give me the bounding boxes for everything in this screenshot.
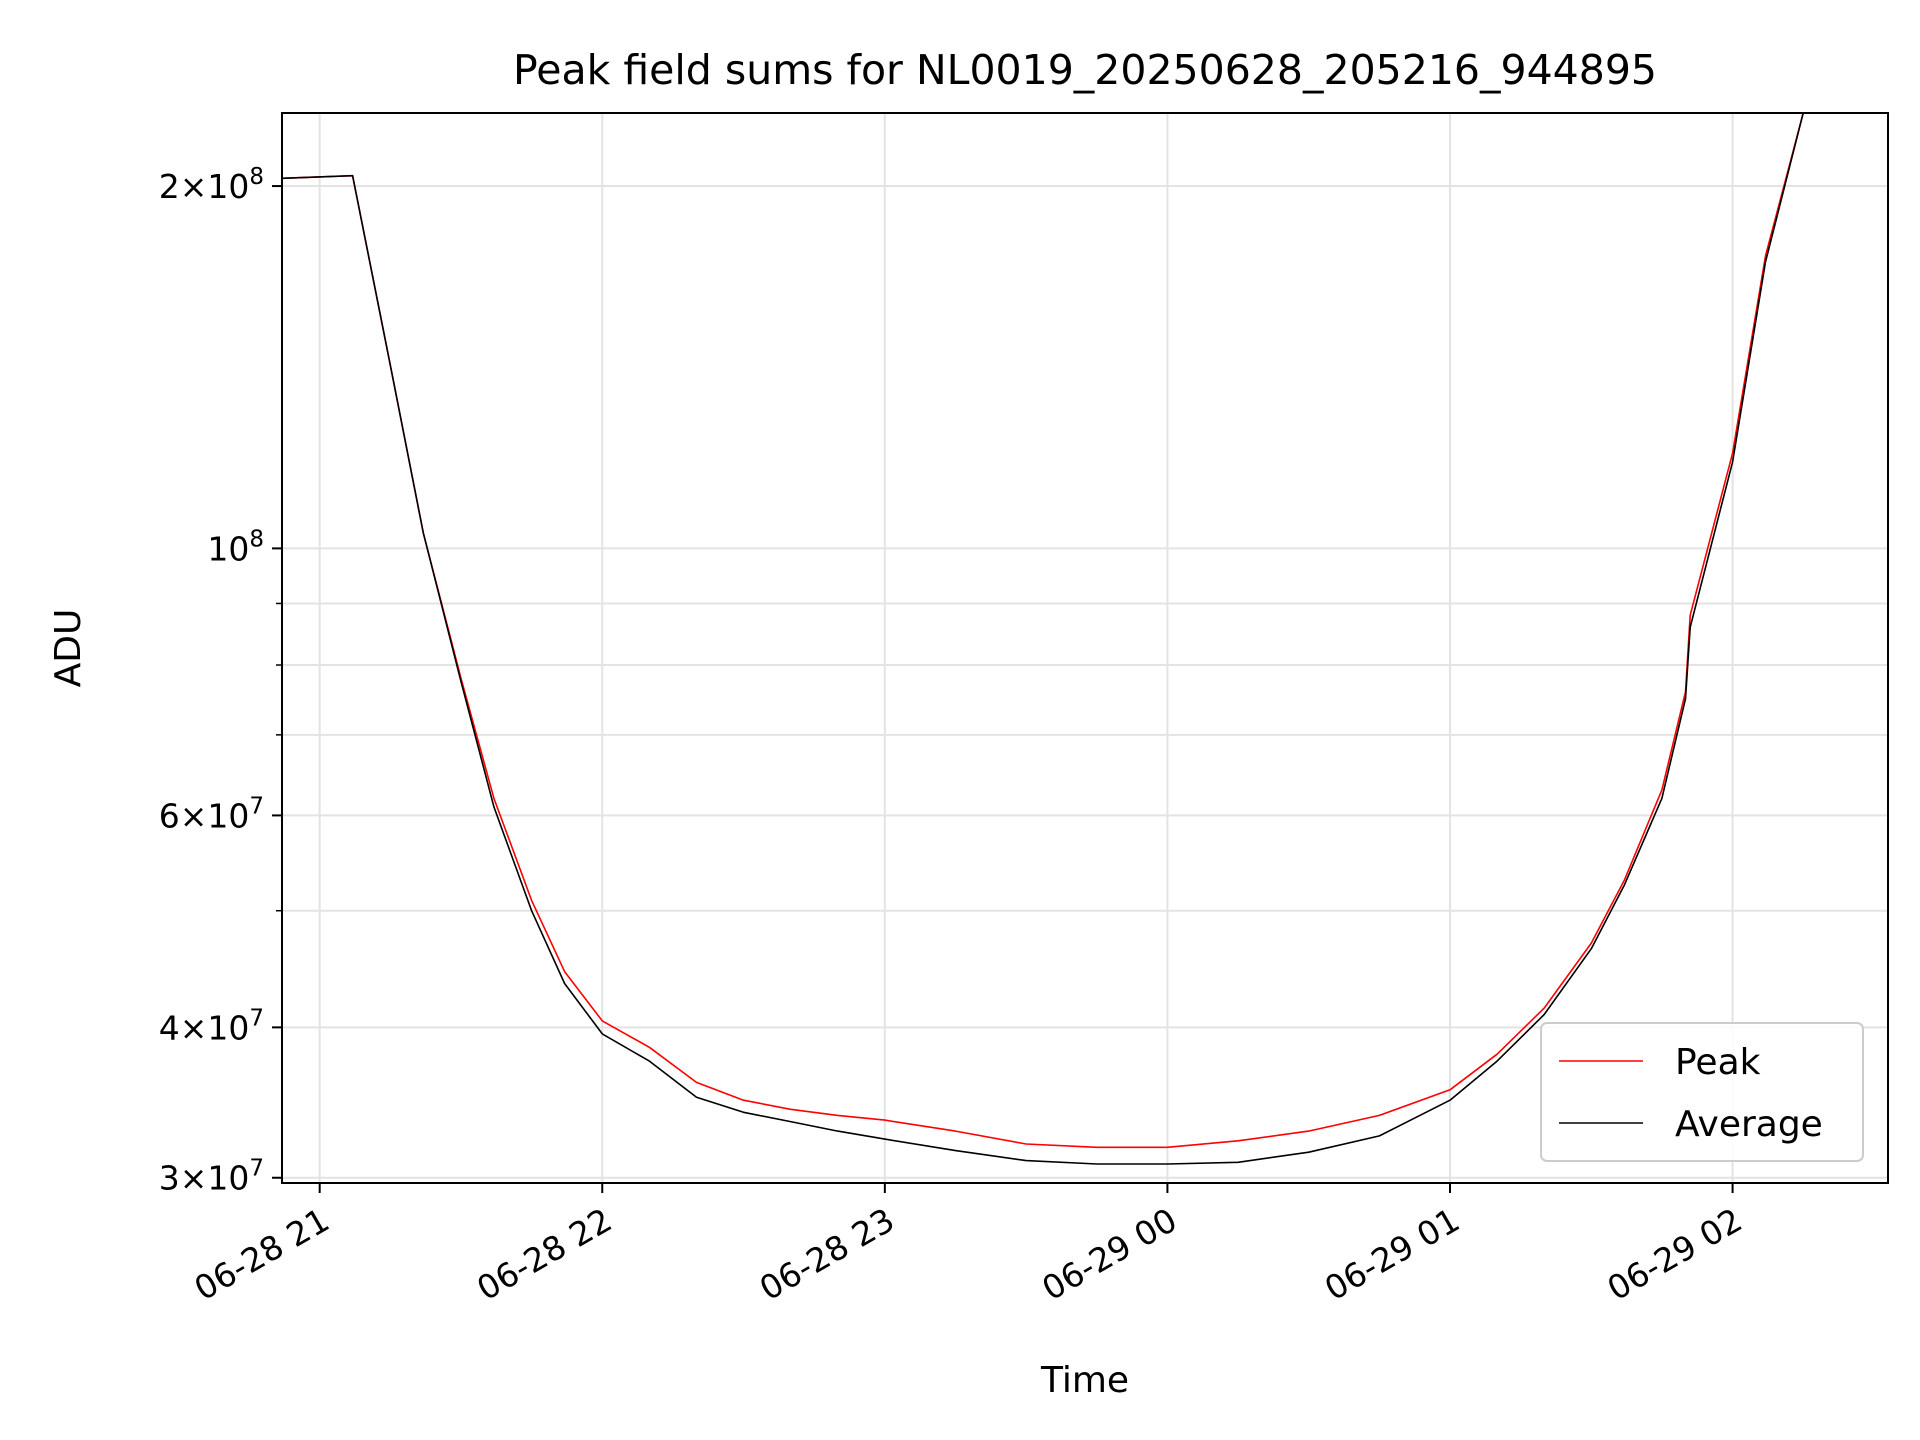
y-tick-label: 6×107	[159, 793, 264, 835]
legend: Peak Average	[1540, 1022, 1864, 1162]
y-axis: 3×107 4×107 6×107 108 2×108	[159, 164, 282, 1198]
legend-label-peak: Peak	[1675, 1042, 1761, 1083]
y-tick-label: 2×108	[159, 164, 264, 206]
series-line-peak	[282, 113, 1888, 1149]
chart-title: Peak field sums for NL0019_20250628_2052…	[513, 46, 1657, 94]
y-tick-label: 3×107	[159, 1156, 264, 1198]
legend-box	[1540, 1022, 1864, 1162]
x-axis-label: Time	[1040, 1360, 1129, 1401]
y-tick-label: 108	[207, 526, 264, 568]
grid	[282, 113, 1888, 1183]
series-layer	[282, 113, 1888, 1165]
legend-label-average: Average	[1675, 1104, 1823, 1145]
y-axis-label: ADU	[48, 609, 89, 688]
series-line-average	[282, 113, 1888, 1165]
plot-frame	[281, 112, 1889, 1184]
y-tick-label: 4×107	[159, 1005, 264, 1047]
